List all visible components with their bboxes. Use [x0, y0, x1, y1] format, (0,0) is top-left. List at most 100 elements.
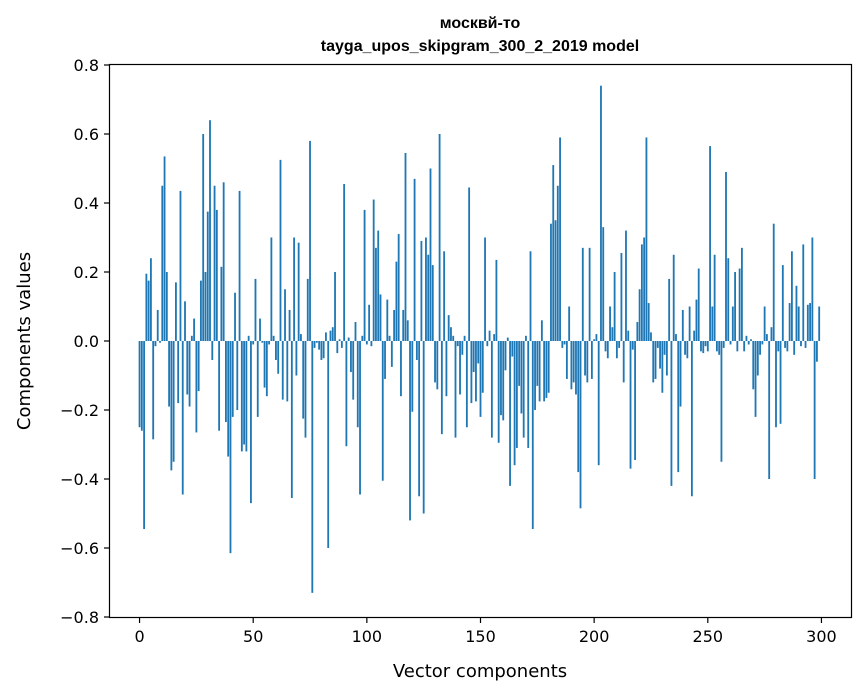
bar-227: [654, 341, 657, 379]
bar-30: [206, 211, 209, 342]
bar-39: [227, 341, 230, 457]
bar-241: [686, 341, 689, 359]
bar-276: [765, 334, 768, 341]
bar-230: [661, 341, 664, 393]
bar-81: [322, 341, 325, 359]
bar-160: [502, 341, 505, 421]
bar-207: [609, 306, 611, 341]
bar-146: [470, 341, 473, 404]
bar-20: [184, 301, 186, 341]
bar-21: [186, 341, 189, 395]
bar-104: [375, 247, 377, 341]
bar-210: [615, 341, 618, 359]
bar-135: [445, 341, 448, 397]
bar-234: [670, 341, 673, 486]
y-tick-label-2: −0.4: [60, 470, 99, 489]
bar-79: [318, 341, 321, 350]
bar-22: [188, 341, 191, 407]
bar-15: [172, 341, 175, 462]
bar-185: [559, 137, 561, 341]
bar-218: [634, 341, 636, 461]
bar-261: [731, 306, 734, 341]
bar-64: [284, 289, 286, 341]
bar-161: [504, 341, 507, 371]
bar-43: [236, 341, 239, 410]
bar-131: [436, 341, 439, 390]
bar-201: [595, 334, 598, 341]
bar-84: [329, 330, 332, 341]
bar-66: [288, 309, 291, 341]
bar-267: [745, 335, 748, 341]
bar-254: [715, 341, 718, 352]
bar-87: [336, 341, 339, 354]
bar-99: [363, 209, 366, 341]
bar-127: [427, 254, 430, 341]
bar-246: [697, 268, 700, 341]
bar-35: [218, 341, 221, 431]
bar-243: [690, 341, 693, 497]
bar-143: [463, 335, 466, 341]
bar-295: [809, 303, 811, 341]
bar-231: [663, 341, 666, 355]
bar-279: [772, 223, 775, 341]
bar-291: [800, 341, 802, 347]
bar-139: [454, 341, 457, 438]
bar-12: [165, 272, 168, 341]
bar-72: [302, 341, 305, 419]
y-axis-ticks: −0.8 −0.6 −0.4 −0.2 0.0 0.2 0.4 0.6 0.8: [60, 56, 110, 627]
bar-283: [781, 265, 784, 341]
bar-121: [413, 178, 416, 341]
bar-204: [602, 227, 605, 341]
bar-225: [650, 332, 652, 342]
bar-193: [577, 341, 580, 473]
bar-4: [147, 280, 150, 342]
bar-277: [768, 341, 771, 479]
bar-9: [159, 341, 161, 343]
bar-116: [402, 309, 405, 341]
bar-165: [513, 341, 516, 466]
bar-123: [418, 341, 421, 497]
bar-189: [568, 306, 571, 341]
bar-40: [229, 341, 232, 554]
bar-265: [740, 247, 743, 341]
y-tick-label-6: 0.4: [74, 194, 99, 213]
bar-278: [770, 327, 773, 341]
bar-18: [179, 190, 182, 341]
bar-169: [522, 341, 525, 438]
bar-120: [411, 341, 414, 412]
bar-298: [816, 341, 818, 362]
x-axis-ticks: 0 50 100 150 200 250 300: [134, 617, 837, 646]
bar-275: [763, 306, 766, 341]
bar-194: [579, 341, 582, 509]
bar-197: [586, 341, 589, 383]
bar-196: [584, 341, 586, 376]
bar-170: [525, 335, 527, 341]
bar-75: [309, 140, 311, 341]
bar-38: [225, 341, 227, 423]
bar-166: [515, 341, 518, 448]
bar-7: [154, 341, 157, 347]
bar-250: [706, 341, 709, 352]
bar-97: [359, 341, 361, 495]
bar-94: [352, 341, 355, 400]
bar-124: [420, 240, 423, 341]
bar-219: [636, 322, 639, 341]
bar-294: [806, 304, 809, 341]
y-tick-label-8: 0.8: [74, 56, 99, 75]
bar-172: [529, 251, 532, 341]
bar-153: [486, 341, 489, 347]
bar-296: [811, 237, 814, 341]
bar-156: [493, 334, 496, 341]
bar-271: [754, 341, 757, 417]
bar-68: [293, 237, 296, 341]
bar-158: [497, 341, 500, 443]
bar-113: [395, 261, 398, 341]
bar-256: [720, 341, 723, 462]
bar-19: [181, 341, 184, 495]
bar-86: [334, 272, 336, 341]
bar-259: [727, 258, 730, 341]
bar-16: [175, 282, 177, 341]
bar-91: [345, 341, 348, 447]
bar-215: [627, 330, 630, 341]
bar-159: [500, 341, 502, 416]
